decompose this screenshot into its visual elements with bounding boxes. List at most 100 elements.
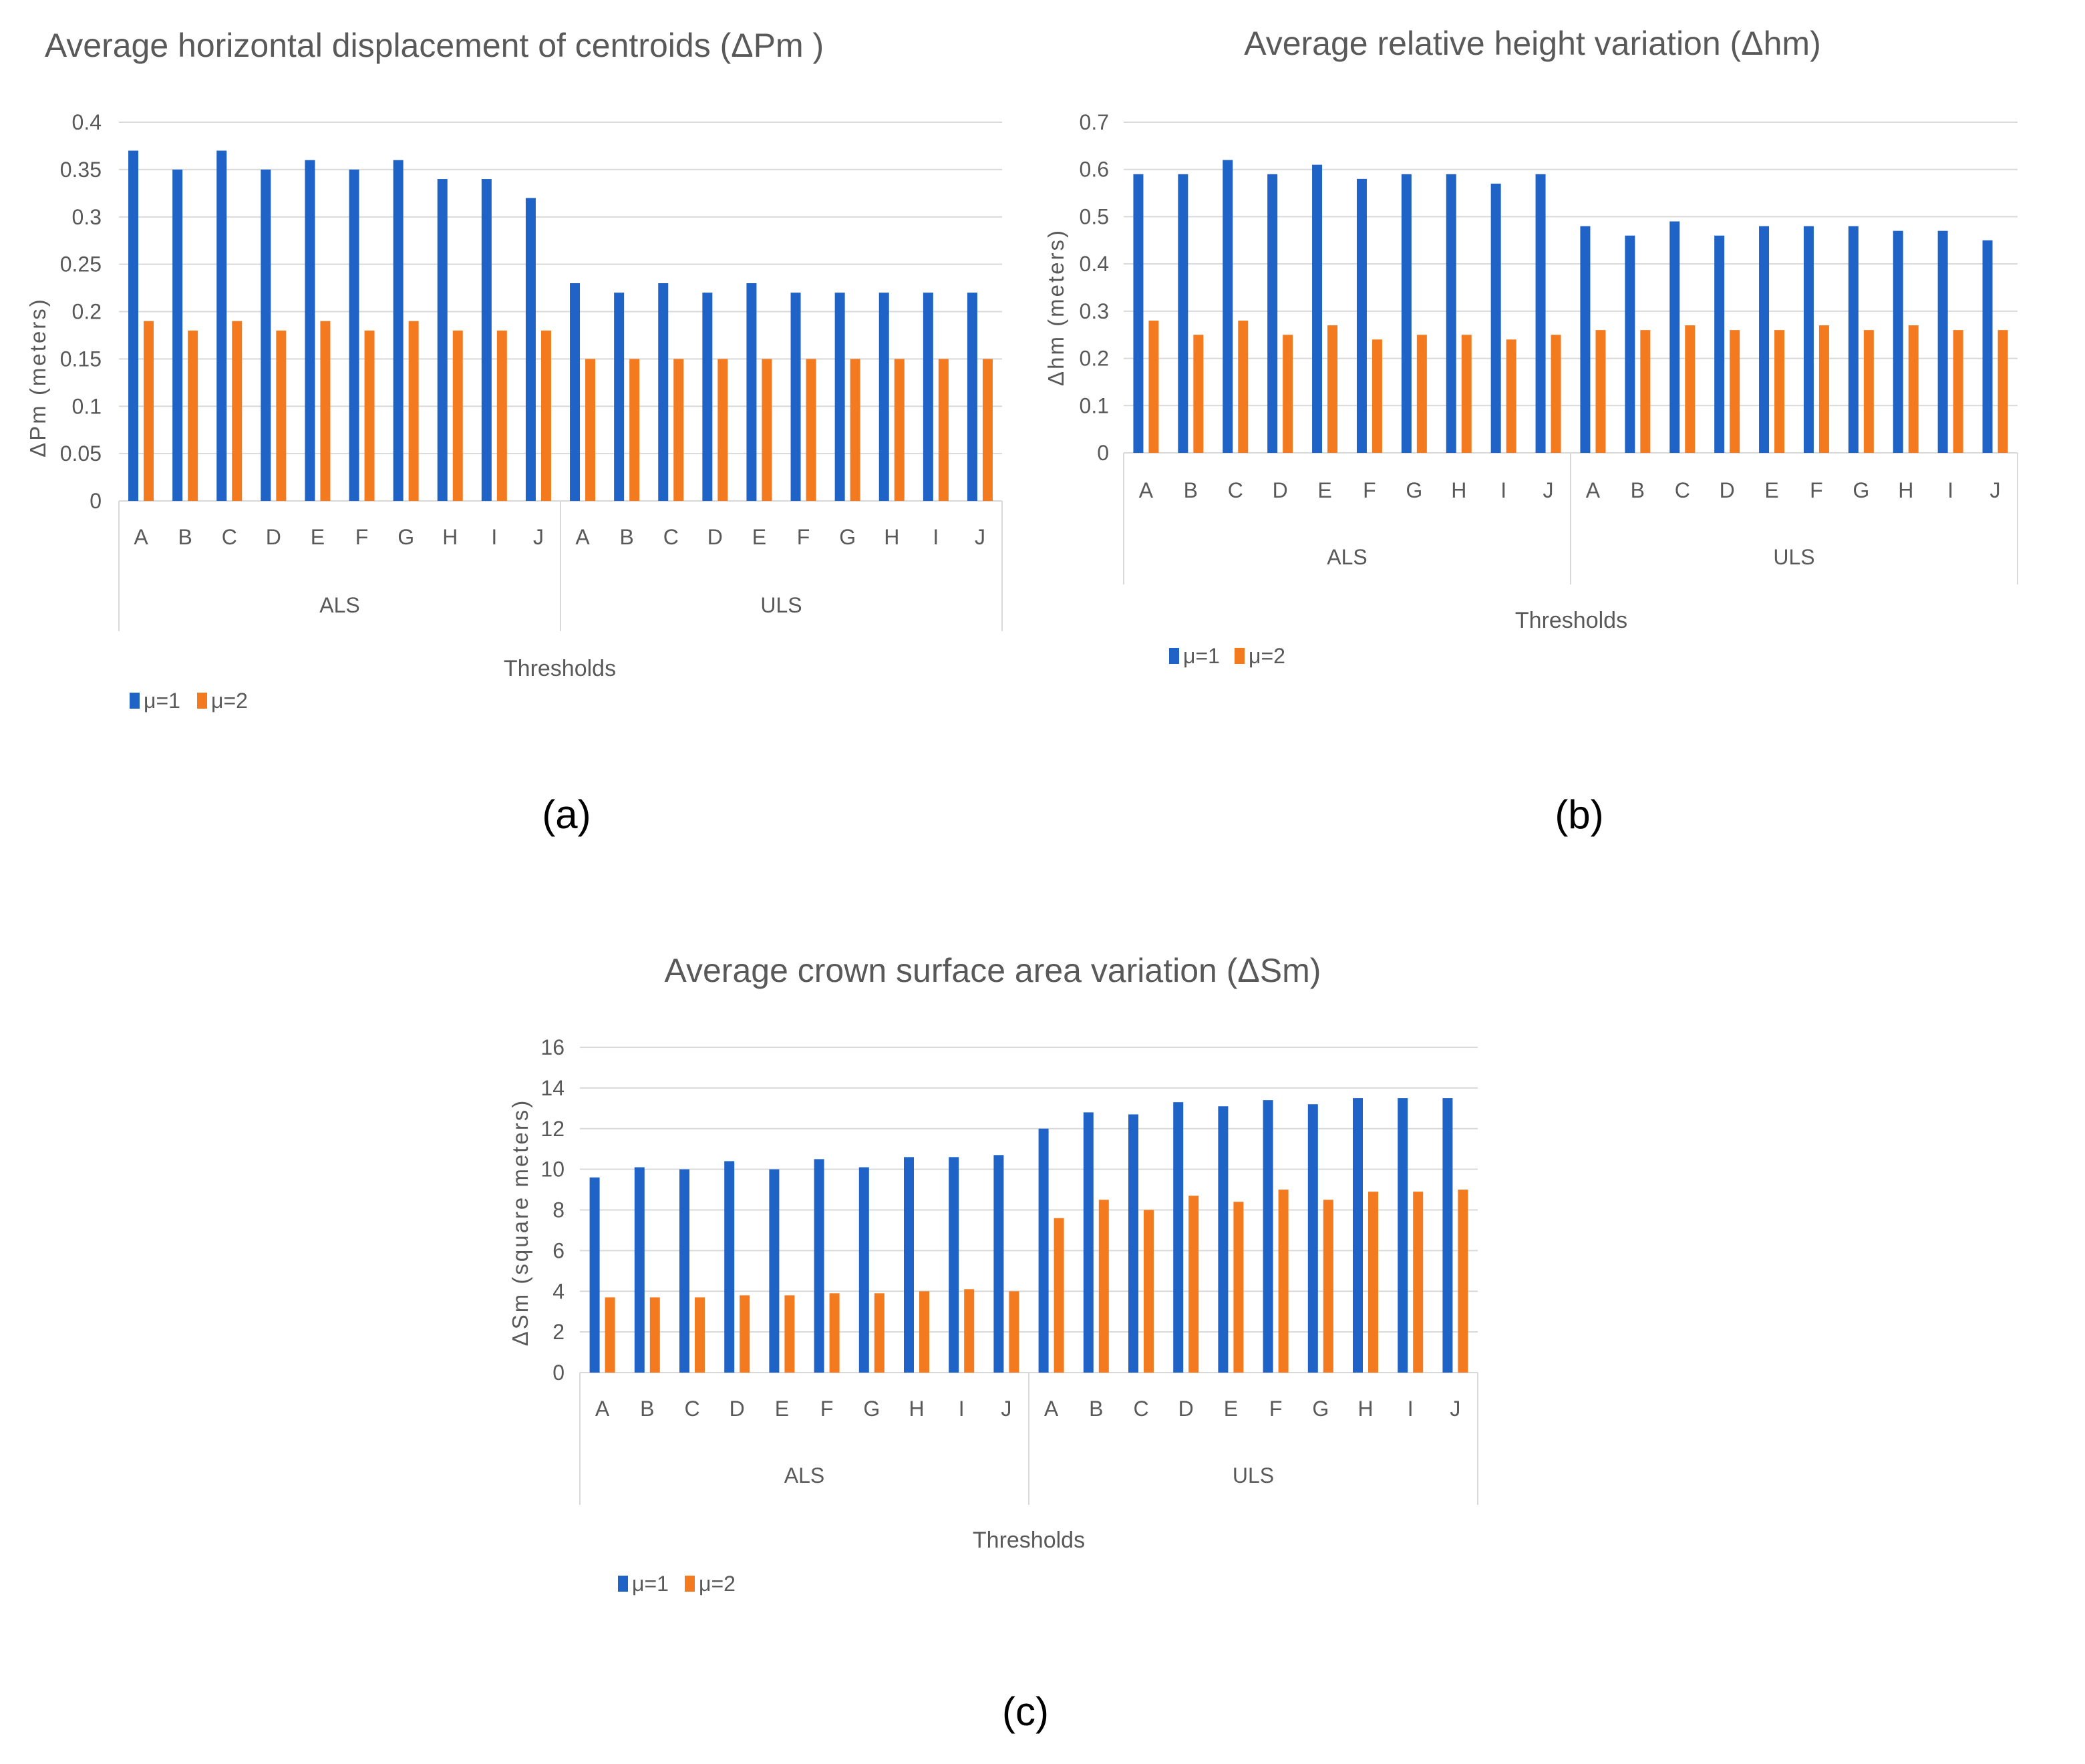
chart-b-ytick: 0.5 <box>1080 204 1109 228</box>
chart-b-category-label: C <box>1675 478 1690 502</box>
chart-b-ytick: 0.2 <box>1080 347 1109 371</box>
chart-c-ytick: 4 <box>552 1279 565 1303</box>
chart-a-bar-als-e-s1 <box>305 160 315 501</box>
chart-a-bar-uls-e-s2 <box>762 359 772 501</box>
chart-c-bar-als-j-s2 <box>1009 1291 1019 1373</box>
chart-b-category-label: J <box>1990 478 2001 502</box>
chart-c-ytick: 14 <box>540 1076 565 1100</box>
chart-c-category-label: A <box>1044 1397 1059 1421</box>
chart-a-category-label: G <box>839 525 856 549</box>
chart-a-category-label: H <box>442 525 458 549</box>
chart-b-bar-uls-a-s2 <box>1595 330 1606 453</box>
chart-b-bar-als-f-s1 <box>1356 178 1367 453</box>
chart-b-category-label: B <box>1631 478 1645 502</box>
chart-c-bar-uls-i-s1 <box>1398 1098 1408 1373</box>
chart-c-bar-als-d-s1 <box>724 1161 735 1373</box>
chart-a-bar-uls-f-s1 <box>790 293 801 501</box>
chart-a-bar-uls-c-s2 <box>673 359 684 501</box>
chart-b-bar-uls-a-s1 <box>1580 226 1591 453</box>
chart-b-bar-uls-h-s2 <box>1908 325 1919 453</box>
chart-a-group-label: ALS <box>319 593 359 617</box>
chart-a-bar-als-a-s1 <box>128 150 139 501</box>
chart-a-ytick: 0.05 <box>60 442 102 466</box>
chart-a-bar-als-i-s2 <box>496 330 507 501</box>
chart-c-ylabel: ΔSm (square meters) <box>508 1099 532 1347</box>
chart-c-bar-uls-d-s1 <box>1173 1102 1184 1373</box>
chart-c-ytick: 10 <box>540 1158 565 1182</box>
chart-a-bar-als-g-s2 <box>408 321 419 501</box>
chart-c-ytick: 0 <box>552 1361 565 1385</box>
chart-c-bar-uls-a-s2 <box>1054 1218 1064 1373</box>
chart-b-bar-als-h-s1 <box>1446 174 1456 453</box>
chart-a-title: Average horizontal displacement of centr… <box>45 27 824 64</box>
chart-c-bar-als-i-s2 <box>964 1289 975 1373</box>
chart-b-bar-als-e-s1 <box>1312 164 1323 453</box>
chart-c-bar-uls-j-s1 <box>1442 1098 1453 1373</box>
legend-b-swatch-mu1 <box>1169 648 1179 664</box>
chart-b-bar-als-i-s2 <box>1506 339 1516 453</box>
chart-c-category-label: D <box>1178 1397 1194 1421</box>
chart-b-ytick: 0.1 <box>1080 393 1109 417</box>
chart-a-ytick: 0.2 <box>72 300 102 324</box>
chart-a-bar-als-h-s2 <box>452 330 463 501</box>
chart-b-bar-als-c-s2 <box>1238 321 1249 453</box>
chart-c-category-label: C <box>684 1397 699 1421</box>
chart-b-category-label: D <box>1720 478 1735 502</box>
chart-c-bar-uls-j-s2 <box>1458 1190 1468 1373</box>
chart-b-category-label: B <box>1184 478 1198 502</box>
legend-c-label-mu1: μ=1 <box>632 1572 669 1596</box>
chart-b-bar-als-b-s1 <box>1178 174 1188 453</box>
chart-c-title: Average crown surface area variation (ΔS… <box>665 952 1321 989</box>
chart-b-bar-als-b-s2 <box>1193 335 1204 453</box>
chart-b-bar-als-h-s2 <box>1461 335 1472 453</box>
panel-b-caption: (b) <box>1555 792 1603 837</box>
panel-a-caption: (a) <box>542 792 591 837</box>
chart-c-ytick: 2 <box>552 1320 565 1344</box>
legend-a-swatch-mu1 <box>130 693 140 709</box>
chart-a-xlabel: Thresholds <box>504 656 616 681</box>
chart-c-category-label: F <box>820 1397 834 1421</box>
chart-a-bar-als-d-s1 <box>261 169 271 501</box>
chart-b-category-label: I <box>1500 478 1506 502</box>
chart-c-bar-als-e-s1 <box>769 1169 780 1373</box>
chart-a-ytick: 0.3 <box>72 205 102 229</box>
chart-c-bar-als-g-s1 <box>858 1167 869 1373</box>
chart-c-category-label: H <box>1357 1397 1373 1421</box>
legend-a-label-mu2: μ=2 <box>211 689 248 713</box>
chart-c-bar-als-c-s1 <box>679 1169 689 1373</box>
chart-c-bar-als-g-s2 <box>874 1293 885 1373</box>
chart-a-category-label: F <box>797 525 810 549</box>
chart-a-category-label: B <box>619 525 633 549</box>
chart-c-category-label: B <box>1089 1397 1103 1421</box>
chart-a-ytick: 0.35 <box>60 158 102 182</box>
chart-b-category-label: F <box>1363 478 1376 502</box>
legend-c-swatch-mu1 <box>618 1576 628 1592</box>
chart-a-category-label: C <box>222 525 237 549</box>
chart-c-bar-uls-e-s2 <box>1233 1202 1244 1373</box>
chart-c-category-label: J <box>1450 1397 1460 1421</box>
chart-b: Average relative height variation (Δhm) … <box>1044 25 1821 668</box>
chart-c-bar-als-a-s2 <box>605 1297 615 1373</box>
chart-b-bar-uls-j-s2 <box>1997 330 2008 453</box>
chart-a-category-label: J <box>533 525 544 549</box>
chart-b-plot: 0 0.1 0.2 0.3 0.4 0.5 0.6 0.7 A B C D E F G H I J A B C D E F G H… <box>1080 110 2018 584</box>
chart-a-bar-als-j-s2 <box>540 330 551 501</box>
chart-b-bar-uls-b-s1 <box>1625 235 1635 453</box>
chart-b-bar-uls-j-s1 <box>1982 240 1993 453</box>
chart-a-ylabel: ΔPm (meters) <box>25 297 50 458</box>
chart-b-bar-als-d-s1 <box>1267 174 1278 453</box>
legend-b-label-mu2: μ=2 <box>1249 644 1285 668</box>
chart-a-bar-uls-d-s2 <box>717 359 728 501</box>
chart-b-category-label: E <box>1764 478 1778 502</box>
chart-c-category-label: I <box>959 1397 965 1421</box>
chart-a-bar-uls-d-s1 <box>702 293 713 501</box>
chart-a-bar-als-h-s1 <box>437 179 448 501</box>
legend-c-label-mu2: μ=2 <box>699 1572 736 1596</box>
legend-b-swatch-mu2 <box>1235 648 1245 664</box>
chart-c-category-label: A <box>595 1397 610 1421</box>
chart-a-bar-als-i-s1 <box>481 179 492 501</box>
chart-b-bar-als-g-s1 <box>1401 174 1412 453</box>
chart-c-bar-uls-i-s2 <box>1413 1192 1424 1373</box>
chart-c-xlabel: Thresholds <box>973 1528 1085 1553</box>
